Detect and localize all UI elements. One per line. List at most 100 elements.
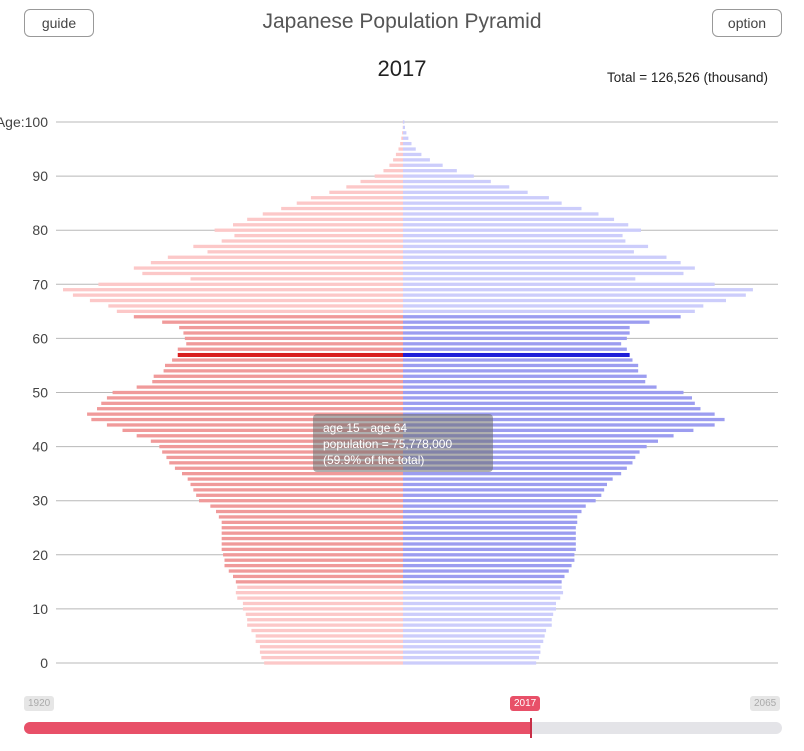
male-bar-age-23[interactable] — [221, 536, 403, 541]
female-bar-age-69[interactable] — [403, 288, 753, 292]
male-bar-age-48[interactable] — [101, 401, 403, 405]
female-bar-age-35[interactable] — [403, 472, 622, 476]
male-bar-age-73[interactable] — [133, 266, 404, 270]
male-bar-age-30[interactable] — [199, 499, 403, 503]
female-bar-age-43[interactable] — [403, 428, 694, 433]
female-bar-age-65[interactable] — [403, 309, 695, 313]
male-bar-age-24[interactable] — [221, 531, 403, 535]
male-bar-age-5[interactable] — [255, 634, 403, 638]
female-bar-age-48[interactable] — [403, 401, 695, 405]
male-bar-age-6[interactable] — [251, 628, 403, 633]
male-bar-age-60[interactable] — [184, 336, 403, 341]
female-bar-age-74[interactable] — [403, 261, 681, 265]
female-bar-age-28[interactable] — [403, 509, 582, 514]
female-bar-age-79[interactable] — [403, 233, 623, 238]
female-bar-age-77[interactable] — [403, 244, 649, 249]
male-bar-age-38[interactable] — [166, 455, 403, 460]
female-bar-age-80[interactable] — [403, 228, 641, 232]
male-bar-age-70[interactable] — [98, 282, 404, 286]
guide-button[interactable]: guide — [24, 9, 94, 37]
male-bar-age-15[interactable] — [235, 580, 403, 584]
male-bar-age-3[interactable] — [259, 645, 403, 649]
female-bar-age-47[interactable] — [403, 407, 701, 411]
male-bar-age-84[interactable] — [281, 206, 403, 211]
female-bar-age-98[interactable] — [403, 131, 407, 135]
female-bar-age-64[interactable] — [403, 315, 681, 319]
male-bar-age-90[interactable] — [374, 174, 403, 178]
male-bar-age-97[interactable] — [401, 136, 403, 140]
male-bar-age-52[interactable] — [152, 380, 403, 384]
male-bar-age-64[interactable] — [133, 315, 404, 319]
male-bar-age-41[interactable] — [150, 439, 403, 443]
male-bar-age-1[interactable] — [261, 655, 403, 660]
female-bar-age-94[interactable] — [403, 152, 422, 157]
male-bar-age-28[interactable] — [216, 509, 403, 514]
female-bar-age-50[interactable] — [403, 390, 684, 395]
female-bar-age-12[interactable] — [403, 596, 561, 600]
female-bar-age-53[interactable] — [403, 374, 647, 378]
year-slider-track[interactable] — [24, 722, 782, 734]
female-bar-age-58[interactable] — [403, 347, 627, 351]
female-bar-age-7[interactable] — [403, 623, 552, 627]
female-bar-age-11[interactable] — [403, 601, 556, 606]
male-bar-age-62[interactable] — [179, 325, 403, 330]
male-bar-age-86[interactable] — [310, 196, 403, 200]
female-bar-age-10[interactable] — [403, 607, 556, 611]
male-bar-age-95[interactable] — [398, 147, 403, 151]
year-slider-handle[interactable] — [530, 718, 533, 738]
female-bar-age-52[interactable] — [403, 380, 646, 384]
female-bar-age-92[interactable] — [403, 163, 443, 167]
male-bar-age-51[interactable] — [136, 385, 403, 389]
female-bar-age-63[interactable] — [403, 320, 650, 324]
female-bar-age-31[interactable] — [403, 493, 602, 497]
female-bar-age-72[interactable] — [403, 271, 684, 276]
female-bar-age-25[interactable] — [403, 526, 576, 530]
female-bar-age-57[interactable] — [403, 352, 630, 357]
male-bar-age-57[interactable] — [177, 352, 403, 357]
female-bar-age-36[interactable] — [403, 466, 627, 470]
female-bar-age-71[interactable] — [403, 277, 636, 281]
male-bar-age-66[interactable] — [108, 304, 403, 308]
female-bar-age-34[interactable] — [403, 477, 613, 481]
female-bar-age-0[interactable] — [403, 661, 537, 665]
female-bar-age-13[interactable] — [403, 591, 564, 595]
male-bar-age-34[interactable] — [187, 477, 403, 481]
female-bar-age-83[interactable] — [403, 212, 599, 216]
male-bar-age-13[interactable] — [235, 591, 403, 595]
female-bar-age-32[interactable] — [403, 488, 605, 492]
female-bar-age-15[interactable] — [403, 580, 562, 584]
male-bar-age-81[interactable] — [233, 223, 403, 227]
male-bar-age-78[interactable] — [221, 239, 403, 243]
female-bar-age-30[interactable] — [403, 499, 596, 503]
male-bar-age-27[interactable] — [218, 515, 403, 519]
female-bar-age-17[interactable] — [403, 569, 569, 573]
male-bar-age-43[interactable] — [122, 428, 404, 433]
female-bar-age-59[interactable] — [403, 342, 622, 346]
female-bar-age-90[interactable] — [403, 174, 474, 178]
male-bar-age-61[interactable] — [183, 331, 403, 335]
male-bar-age-26[interactable] — [221, 520, 403, 524]
female-bar-age-41[interactable] — [403, 439, 658, 443]
male-bar-age-20[interactable] — [223, 553, 403, 557]
male-bar-age-42[interactable] — [136, 434, 403, 438]
male-bar-age-39[interactable] — [162, 450, 403, 454]
female-bar-age-6[interactable] — [403, 628, 547, 633]
female-bar-age-5[interactable] — [403, 634, 545, 638]
male-bar-age-92[interactable] — [389, 163, 403, 167]
female-bar-age-66[interactable] — [403, 304, 704, 308]
female-bar-age-42[interactable] — [403, 434, 674, 438]
female-bar-age-78[interactable] — [403, 239, 626, 243]
male-bar-age-46[interactable] — [87, 412, 403, 416]
male-bar-age-45[interactable] — [91, 417, 403, 422]
female-bar-age-93[interactable] — [403, 158, 430, 162]
male-bar-age-67[interactable] — [89, 298, 404, 303]
female-bar-age-2[interactable] — [403, 650, 541, 654]
male-bar-age-10[interactable] — [242, 607, 403, 611]
female-bar-age-97[interactable] — [403, 136, 409, 140]
male-bar-age-8[interactable] — [247, 618, 403, 622]
female-bar-age-62[interactable] — [403, 325, 630, 330]
female-bar-age-44[interactable] — [403, 423, 715, 427]
female-bar-age-16[interactable] — [403, 574, 565, 579]
female-bar-age-4[interactable] — [403, 639, 544, 644]
female-bar-age-100[interactable] — [403, 120, 405, 124]
